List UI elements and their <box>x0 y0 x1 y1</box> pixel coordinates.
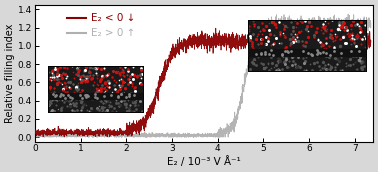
Y-axis label: Relative filling index: Relative filling index <box>5 24 15 123</box>
X-axis label: E₂ / 10⁻³ V Å⁻¹: E₂ / 10⁻³ V Å⁻¹ <box>167 156 241 167</box>
Legend: E₂ < 0 ↓, E₂ > 0 ↑: E₂ < 0 ↓, E₂ > 0 ↑ <box>64 10 138 41</box>
